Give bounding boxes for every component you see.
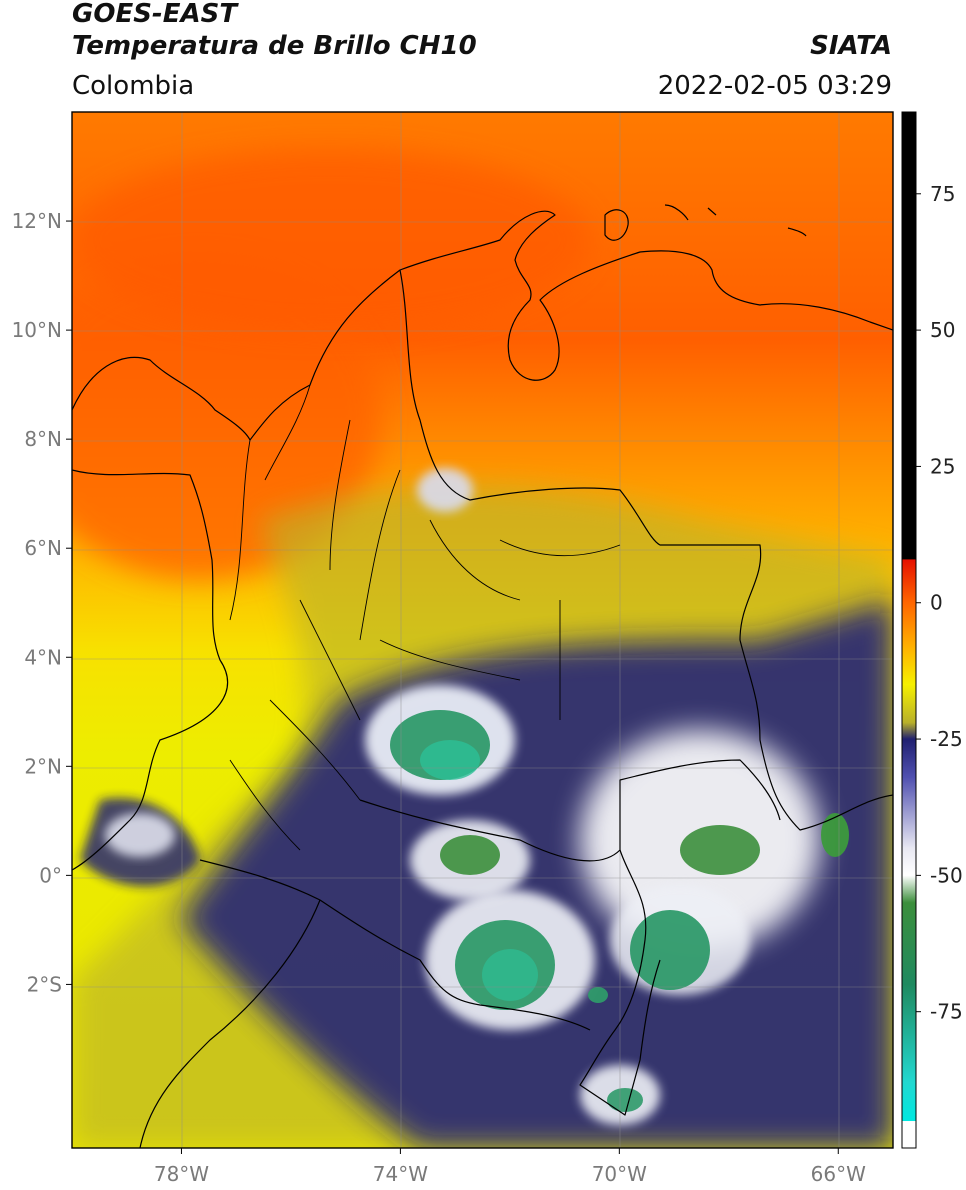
product-title: Temperatura de Brillo CH10 <box>72 31 477 61</box>
lat-tick-label: 0° <box>39 863 62 887</box>
lat-tick-label: 8°N <box>24 427 62 451</box>
warm-pacific-area <box>72 260 380 580</box>
lat-tick-label: 2°S <box>27 972 62 996</box>
lon-tick-label: 78°W <box>154 1162 209 1186</box>
cold-top-pacific <box>105 813 175 857</box>
peru-border <box>139 899 321 1148</box>
very-cold-core-8 <box>588 987 608 1003</box>
very-cold-core-3 <box>630 910 710 990</box>
very-cold-core-5 <box>440 835 500 875</box>
cold-top-catatumbo <box>417 468 473 512</box>
map-plot-area <box>72 112 893 1148</box>
graticule <box>72 112 893 1148</box>
warm-caribbean-area <box>72 150 590 330</box>
lat-tick-label: 2°N <box>24 754 62 778</box>
caribbean-coastline <box>72 210 893 441</box>
very-cold-core-6 <box>821 813 849 857</box>
pacific-coastline <box>72 469 229 871</box>
lat-tick-label: 12°N <box>12 209 62 233</box>
amazon-border <box>579 849 661 1116</box>
lon-tick-label: 70°W <box>592 1162 647 1186</box>
lat-tick-label: 6°N <box>24 536 62 560</box>
longitude-ticks: 78°W 74°W 70°W 66°W <box>154 1148 866 1186</box>
map-frame <box>71 111 894 1149</box>
lon-tick-label: 66°W <box>811 1162 866 1186</box>
very-cold-core-4 <box>680 825 760 875</box>
department-borders <box>229 384 621 851</box>
lat-tick-label: 10°N <box>12 318 62 342</box>
satellite-title: GOES-EAST <box>72 0 238 29</box>
lon-tick-label: 74°W <box>373 1162 428 1186</box>
organization-label: SIATA <box>810 31 892 61</box>
datetime-label: 2022-02-05 03:29 <box>657 71 892 101</box>
region-label: Colombia <box>72 71 195 101</box>
islands <box>604 204 807 241</box>
very-cold-core-2b <box>482 949 538 1001</box>
lat-tick-label: 4°N <box>24 645 62 669</box>
coastlines-and-borders <box>72 204 893 1148</box>
latitude-ticks: 12°N 10°N 8°N 6°N 4°N 2°N 0° 2°S <box>12 209 72 996</box>
ecuador-peru-border <box>199 859 591 1031</box>
very-cold-core-7 <box>607 1088 643 1112</box>
venezuela-border <box>399 269 893 831</box>
very-cold-core-1b <box>420 740 480 780</box>
